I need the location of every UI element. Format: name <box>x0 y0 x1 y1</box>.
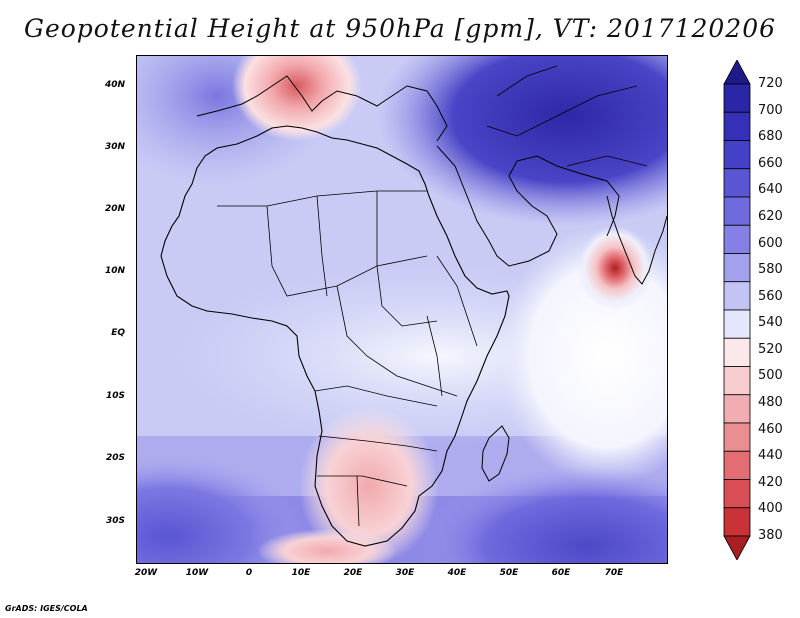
lon-label-30e: 30E <box>395 568 415 578</box>
colorbar-cell <box>723 140 751 170</box>
field-cyclone-low <box>577 226 653 310</box>
lon-label-0: 0 <box>245 568 253 578</box>
lon-label-70e: 70E <box>604 568 624 578</box>
field-med-low <box>232 56 362 141</box>
lat-label-20s: 20S <box>105 453 125 463</box>
colorbar-label: 720 <box>758 76 783 91</box>
lon-label-60e: 60E <box>551 568 571 578</box>
country-borders <box>217 65 648 527</box>
colorbar-cell <box>723 507 751 537</box>
lon-label-10w: 10W <box>185 568 209 578</box>
colorbar-cell <box>723 422 751 452</box>
colorbar-label: 620 <box>758 208 783 224</box>
colorbar <box>723 60 751 560</box>
lon-label-20w: 20W <box>134 568 158 578</box>
colorbar-bottom-triangle <box>723 535 751 560</box>
colorbar-cell <box>723 111 751 141</box>
field-sw-high <box>137 456 307 563</box>
field-svg <box>137 56 667 563</box>
colorbar-cell <box>723 196 751 226</box>
colorbar-label: 700 <box>758 102 783 118</box>
colorbar-label: 580 <box>758 262 783 278</box>
colorbar-label: 660 <box>758 155 783 171</box>
madagascar-coastline <box>481 425 510 482</box>
lat-label-10s: 10S <box>105 391 125 401</box>
lon-label-20e: 20E <box>343 568 363 578</box>
africa-coastline <box>160 125 510 547</box>
lat-label-20n: 20N <box>104 204 125 214</box>
colorbar-cell <box>723 253 751 283</box>
colorbar-label: 640 <box>758 182 783 198</box>
colorbar-label: 500 <box>758 368 783 384</box>
colorbar-cell <box>723 394 751 424</box>
colorbar-cell <box>723 224 751 254</box>
arabia-coastline <box>436 145 620 267</box>
colorbar-label: 420 <box>758 474 783 490</box>
colorbar-cell <box>723 479 751 509</box>
colorbar-cell <box>723 281 751 311</box>
colorbar-label: 400 <box>758 501 783 517</box>
lat-label-30n: 30N <box>104 142 125 152</box>
field-agulhas-low <box>257 529 397 563</box>
colorbar-cell <box>723 309 751 339</box>
lon-label-10e: 10E <box>291 568 311 578</box>
mediterranean-coastline <box>196 75 448 142</box>
lat-label-30s: 30S <box>105 516 125 526</box>
lon-label-40e: 40E <box>447 568 467 578</box>
lon-label-50e: 50E <box>499 568 519 578</box>
map-title: Geopotential Height at 950hPa [gpm], VT:… <box>23 14 777 43</box>
colorbar-label: 460 <box>758 421 783 437</box>
field-se-high <box>417 466 667 563</box>
colorbar-label: 480 <box>758 395 783 411</box>
colorbar-cell <box>723 337 751 367</box>
colorbar-label: 680 <box>758 129 783 145</box>
colorbar-label: 440 <box>758 448 783 464</box>
india-coastline <box>606 195 667 285</box>
colorbar-label: 540 <box>758 315 783 331</box>
lat-label-40n: 40N <box>104 80 125 90</box>
colorbar-label: 600 <box>758 235 783 251</box>
colorbar-label: 380 <box>758 528 783 543</box>
colorbar-top-triangle <box>723 60 751 85</box>
lat-label-eq: EQ <box>111 328 125 338</box>
colorbar-cell <box>723 450 751 480</box>
colorbar-cell <box>723 83 751 113</box>
colorbar-cell <box>723 168 751 198</box>
lat-label-10n: 10N <box>104 266 125 276</box>
grads-credit: GrADS: IGES/COLA <box>5 604 88 613</box>
map-panel <box>136 55 668 564</box>
colorbar-label: 560 <box>758 288 783 304</box>
colorbar-label: 520 <box>758 341 783 357</box>
field-ne-high <box>377 56 667 226</box>
colorbar-cell <box>723 366 751 396</box>
